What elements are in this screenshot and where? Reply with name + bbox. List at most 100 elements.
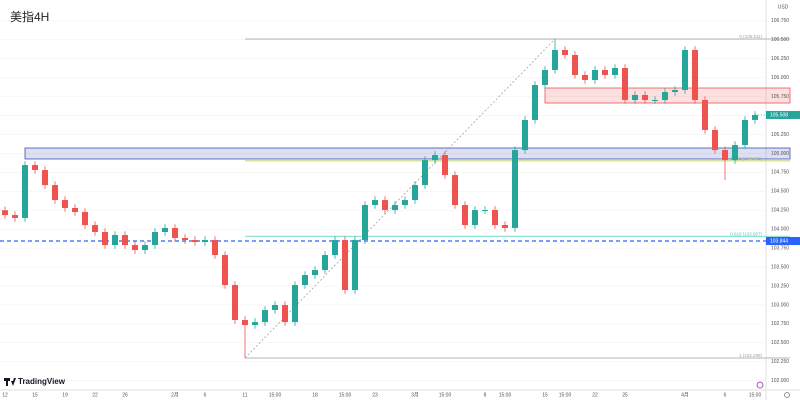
candle-body xyxy=(92,225,98,233)
event-icon[interactable] xyxy=(756,381,764,389)
x-tick-label: 2月 xyxy=(171,392,179,398)
x-tick-label: 15:00 xyxy=(339,392,352,398)
logo-icon xyxy=(4,378,16,386)
candle-body xyxy=(322,255,328,271)
candle-body xyxy=(112,235,118,246)
candle-body xyxy=(512,150,518,228)
x-tick-label: 15 xyxy=(542,392,548,398)
candle-body xyxy=(482,210,488,212)
candle-body xyxy=(642,94,648,100)
candle-body xyxy=(532,84,538,120)
candle-body xyxy=(602,69,608,75)
plot-area: 0 (106.511) 0.382 (104.902) 0.618 (103.907… xyxy=(0,20,791,381)
x-tick-label: 4月 xyxy=(681,392,689,398)
settings-icon[interactable] xyxy=(784,392,790,398)
candle-body xyxy=(52,185,58,201)
candle-body xyxy=(582,74,588,80)
y-tick-label: 106.750 xyxy=(771,18,789,24)
candle-body xyxy=(232,285,238,321)
logo: TradingView xyxy=(4,377,66,386)
x-tick-label: 26 xyxy=(122,392,128,398)
candle-body xyxy=(552,49,558,70)
y-tick-label: 105.250 xyxy=(771,132,789,138)
candle-body xyxy=(22,165,28,218)
x-tick-label: 22 xyxy=(92,392,98,398)
candle-body xyxy=(2,210,8,216)
candle-body xyxy=(332,240,338,256)
x-tick-label: 15:00 xyxy=(269,392,282,398)
candle-body xyxy=(272,305,278,311)
candle-body xyxy=(612,68,618,75)
chart-title: 美指4H xyxy=(10,9,49,24)
candle-body xyxy=(62,200,68,208)
candle-body xyxy=(542,69,548,85)
candle-body xyxy=(502,225,508,228)
candle-body xyxy=(472,210,478,226)
candle-body xyxy=(692,49,698,100)
x-tick-label: 18 xyxy=(312,392,318,398)
x-tick-label: 25 xyxy=(622,392,628,398)
y-tick-label: 102.250 xyxy=(771,359,789,365)
candle-body xyxy=(72,207,78,213)
brand: TradingView xyxy=(18,377,66,386)
x-tick-label: 15:00 xyxy=(439,392,452,398)
candle-body xyxy=(102,232,108,246)
x-tick-label: 15:00 xyxy=(499,392,512,398)
candle-body xyxy=(632,94,638,100)
x-tick-label: 6 xyxy=(724,392,727,398)
candle-body xyxy=(202,240,208,242)
y-tick-label: 103.750 xyxy=(771,245,789,251)
y-tick-label: 106.500 xyxy=(771,37,789,43)
x-tick-label: 8 xyxy=(484,392,487,398)
fib-label: 0.382 (104.902) xyxy=(730,156,762,161)
candle-body xyxy=(752,114,758,120)
candle-body xyxy=(352,240,358,291)
last-price-tag xyxy=(766,110,800,119)
candle-body xyxy=(422,160,428,186)
candle-body xyxy=(12,215,18,218)
y-tick-label: 102.000 xyxy=(771,378,789,384)
candle-body xyxy=(442,155,448,176)
zone xyxy=(24,147,791,160)
fib-label: 0.618 (103.907) xyxy=(730,231,762,236)
candle-body xyxy=(32,165,38,171)
candle-body xyxy=(172,227,178,238)
candle-body xyxy=(242,320,248,326)
candle-body xyxy=(142,245,148,251)
candle-body xyxy=(712,129,718,151)
candle-body xyxy=(572,54,578,75)
candle-body xyxy=(592,69,598,80)
y-tick-label: 104.250 xyxy=(771,208,789,214)
candle-body xyxy=(162,227,168,233)
y-tick-label: 104.750 xyxy=(771,170,789,176)
candle-body xyxy=(432,155,438,161)
candle-body xyxy=(312,270,318,276)
candle-body xyxy=(282,305,288,323)
y-tick-label: 102.750 xyxy=(771,321,789,327)
candle-body xyxy=(462,205,468,226)
candle-body xyxy=(342,240,348,291)
candle-body xyxy=(192,240,198,242)
price-tag-label: 103.844 xyxy=(770,238,788,244)
x-tick-label: 15:00 xyxy=(559,392,572,398)
candle-body xyxy=(122,235,128,246)
axis-unit: USD xyxy=(778,4,789,10)
candle-body xyxy=(392,205,398,211)
candle-body xyxy=(212,240,218,256)
candle-body xyxy=(82,212,88,226)
candle-body xyxy=(182,237,188,241)
candle-body xyxy=(132,245,138,251)
candle-body xyxy=(262,310,268,323)
candle-body xyxy=(412,185,418,201)
x-tick-label: 15:00 xyxy=(749,392,762,398)
x-tick-label: 23 xyxy=(372,392,378,398)
candle-body xyxy=(702,99,708,130)
candle-body xyxy=(152,232,158,246)
y-tick-label: 104.000 xyxy=(771,227,789,233)
candle-body xyxy=(402,200,408,206)
fib-label: 1 (102.299) xyxy=(739,353,763,358)
candle-body xyxy=(382,200,388,211)
candle-body xyxy=(522,119,528,151)
